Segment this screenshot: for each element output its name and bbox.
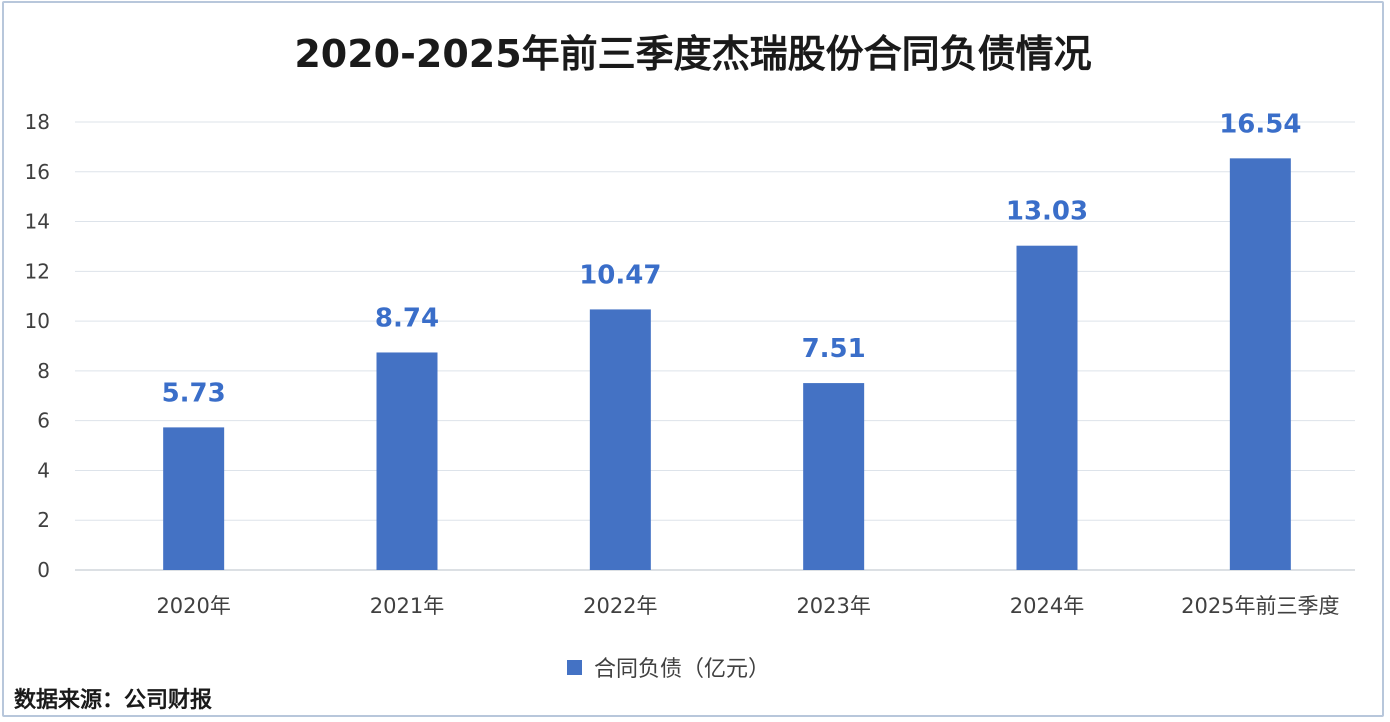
y-tick-label: 10	[25, 309, 50, 333]
y-axis-ticks: 0 2 4 6 8 10 12 14 16 18	[25, 110, 50, 582]
gridlines	[75, 121, 1355, 571]
bar	[589, 309, 651, 570]
data-label: 8.74	[375, 303, 439, 333]
y-tick-label: 0	[37, 558, 50, 582]
y-tick-label: 4	[37, 458, 50, 482]
y-tick-label: 12	[25, 259, 50, 283]
x-tick-label: 2020年	[156, 594, 230, 618]
legend-label: 合同负债（亿元）	[594, 657, 770, 682]
x-tick-label: 2024年	[1010, 594, 1084, 618]
y-tick-label: 6	[37, 409, 50, 433]
y-tick-label: 2	[37, 508, 50, 532]
y-tick-label: 16	[25, 160, 50, 184]
legend: 合同负债（亿元）	[567, 657, 770, 682]
data-label: 13.03	[1006, 197, 1088, 227]
bar	[1016, 245, 1078, 570]
data-label: 10.47	[579, 260, 661, 290]
y-tick-label: 14	[25, 210, 50, 234]
data-label: 5.73	[162, 378, 226, 408]
bar	[1229, 158, 1291, 571]
y-tick-label: 8	[37, 359, 50, 383]
x-tick-label: 2022年	[583, 594, 657, 618]
chart-title: 2020-2025年前三季度杰瑞股份合同负债情况	[294, 32, 1091, 76]
x-tick-label: 2025年前三季度	[1181, 594, 1339, 618]
data-label: 7.51	[802, 334, 866, 364]
legend-swatch	[567, 660, 582, 675]
y-tick-label: 18	[25, 110, 50, 134]
data-labels: 5.73 8.74 10.47 7.51 13.03 16.54	[162, 109, 1302, 408]
x-tick-label: 2021年	[370, 594, 444, 618]
bar	[163, 427, 225, 570]
bars	[163, 158, 1291, 571]
x-tick-label: 2023年	[796, 594, 870, 618]
data-label: 16.54	[1219, 109, 1301, 139]
x-axis-ticks: 2020年 2021年 2022年 2023年 2024年 2025年前三季度	[156, 594, 1339, 618]
bar	[803, 383, 865, 570]
source-note: 数据来源：公司财报	[14, 687, 212, 713]
bar	[376, 352, 438, 570]
